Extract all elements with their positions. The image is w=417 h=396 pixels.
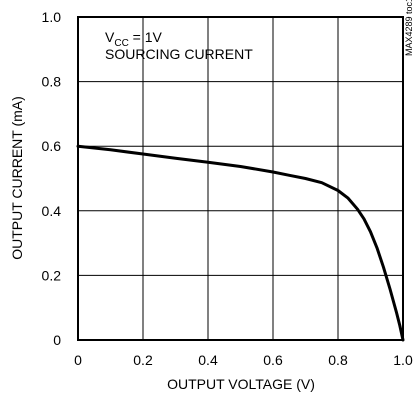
x-tick-label: 0 [74,352,82,368]
vcc-symbol: V [105,29,115,45]
figure-code: MAX4289 toc18 [404,0,414,56]
x-tick-label: 0.2 [133,352,153,368]
y-tick-label: 0.2 [42,267,62,283]
plot-frame [77,16,404,341]
x-tick-label: 1.0 [393,352,413,368]
y-tick-label: 0.6 [42,138,62,154]
y-tick-label: 0.8 [42,74,62,90]
y-tick-label: 0.4 [42,203,62,219]
x-tick-label: 0.8 [328,352,348,368]
vcc-value: = 1V [129,29,163,45]
x-tick-label: 0.6 [263,352,283,368]
x-tick-label: 0.4 [198,352,218,368]
current-voltage-curve [76,144,405,342]
y-tick-label: 1.0 [42,9,62,25]
x-tick-labels: 0 0.2 0.4 0.6 0.8 1.0 [74,352,413,368]
y-tick-labels: 0 0.2 0.4 0.6 0.8 1.0 [42,9,62,348]
grid-lines [78,17,403,340]
y-axis-label: OUTPUT CURRENT (mA) [9,96,25,260]
mode-annotation: SOURCING CURRENT [105,46,253,62]
vcc-subscript: CC [114,38,128,49]
x-axis-label: OUTPUT VOLTAGE (V) [167,376,315,392]
y-tick-label: 0 [53,332,61,348]
vcc-annotation: VCC = 1V [105,29,163,49]
